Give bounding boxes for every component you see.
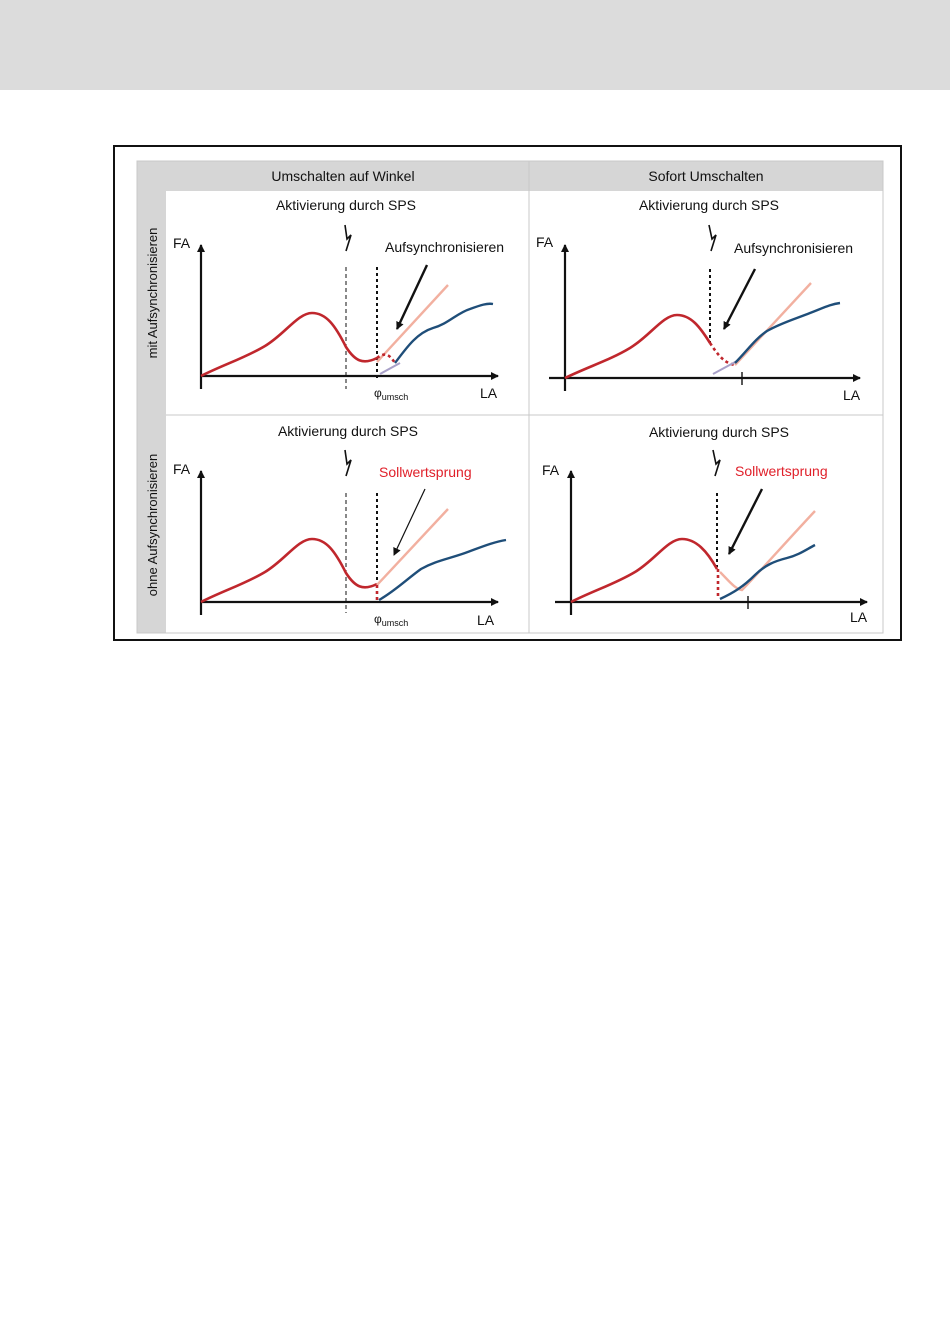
annotation-arrow bbox=[393, 488, 426, 556]
figure-frame: Umschalten auf Winkel Sofort Umschalten … bbox=[113, 145, 902, 641]
target-line bbox=[719, 510, 816, 592]
page-header-band bbox=[0, 0, 950, 90]
x-axis-label: LA bbox=[477, 612, 495, 628]
panel-top-right: Aktivierung durch SPS Aufsynchronisieren… bbox=[536, 197, 861, 403]
lightning-bolt-icon bbox=[708, 224, 717, 252]
column-header-left: Umschalten auf Winkel bbox=[271, 168, 414, 184]
y-axis-label: FA bbox=[542, 462, 560, 478]
leading-curve bbox=[570, 537, 719, 604]
annotation-arrow bbox=[722, 268, 757, 330]
activation-label: Aktivierung durch SPS bbox=[276, 197, 416, 213]
y-axis-label: FA bbox=[173, 461, 191, 477]
annotation-arrow bbox=[395, 264, 429, 330]
panel-top-left: Aktivierung durch SPS Aufsynchronisieren… bbox=[173, 197, 504, 402]
following-curve bbox=[394, 302, 494, 364]
annotation-label: Aufsynchronisieren bbox=[385, 239, 504, 255]
target-line bbox=[376, 284, 449, 363]
following-curve bbox=[734, 301, 841, 364]
x-axis-label: LA bbox=[850, 609, 868, 625]
annotation-label: Sollwertsprung bbox=[379, 464, 472, 480]
y-axis-label: FA bbox=[173, 235, 191, 251]
annotation-arrow bbox=[727, 488, 764, 555]
switching-diagram: Umschalten auf Winkel Sofort Umschalten … bbox=[115, 147, 900, 639]
following-curve bbox=[719, 543, 816, 601]
y-axis-label: FA bbox=[536, 234, 554, 250]
lightning-bolt-icon bbox=[712, 449, 721, 477]
target-line bbox=[734, 282, 812, 366]
phi-switch-label: φumsch bbox=[374, 386, 408, 402]
panel-bottom-right: Aktivierung durch SPS Sollwertsprung FA … bbox=[542, 424, 868, 625]
annotation-label: Sollwertsprung bbox=[735, 463, 828, 479]
activation-label: Aktivierung durch SPS bbox=[639, 197, 779, 213]
phi-switch-label: φumsch bbox=[374, 612, 408, 628]
row-header-band bbox=[137, 161, 166, 633]
leading-curve bbox=[200, 311, 378, 378]
target-line bbox=[376, 508, 449, 586]
following-curve bbox=[378, 538, 507, 602]
activation-label: Aktivierung durch SPS bbox=[649, 424, 789, 440]
sync-transition-curve bbox=[376, 353, 397, 364]
activation-label: Aktivierung durch SPS bbox=[278, 423, 418, 439]
annotation-label: Aufsynchronisieren bbox=[734, 240, 853, 256]
lightning-bolt-icon bbox=[344, 449, 352, 477]
column-header-right: Sofort Umschalten bbox=[648, 168, 763, 184]
panel-bottom-left: Aktivierung durch SPS Sollwertsprung FA … bbox=[173, 423, 507, 628]
leading-curve bbox=[200, 537, 378, 604]
column-header-band bbox=[137, 161, 883, 191]
sync-segment bbox=[712, 360, 738, 375]
x-axis-label: LA bbox=[480, 385, 498, 401]
row-header-top: mit Aufsynchronisieren bbox=[145, 228, 160, 359]
lightning-bolt-icon bbox=[344, 224, 352, 252]
leading-curve bbox=[564, 313, 712, 380]
row-header-bottom: ohne Aufsynchronisieren bbox=[145, 454, 160, 596]
sync-segment bbox=[379, 362, 401, 375]
x-axis-label: LA bbox=[843, 387, 861, 403]
